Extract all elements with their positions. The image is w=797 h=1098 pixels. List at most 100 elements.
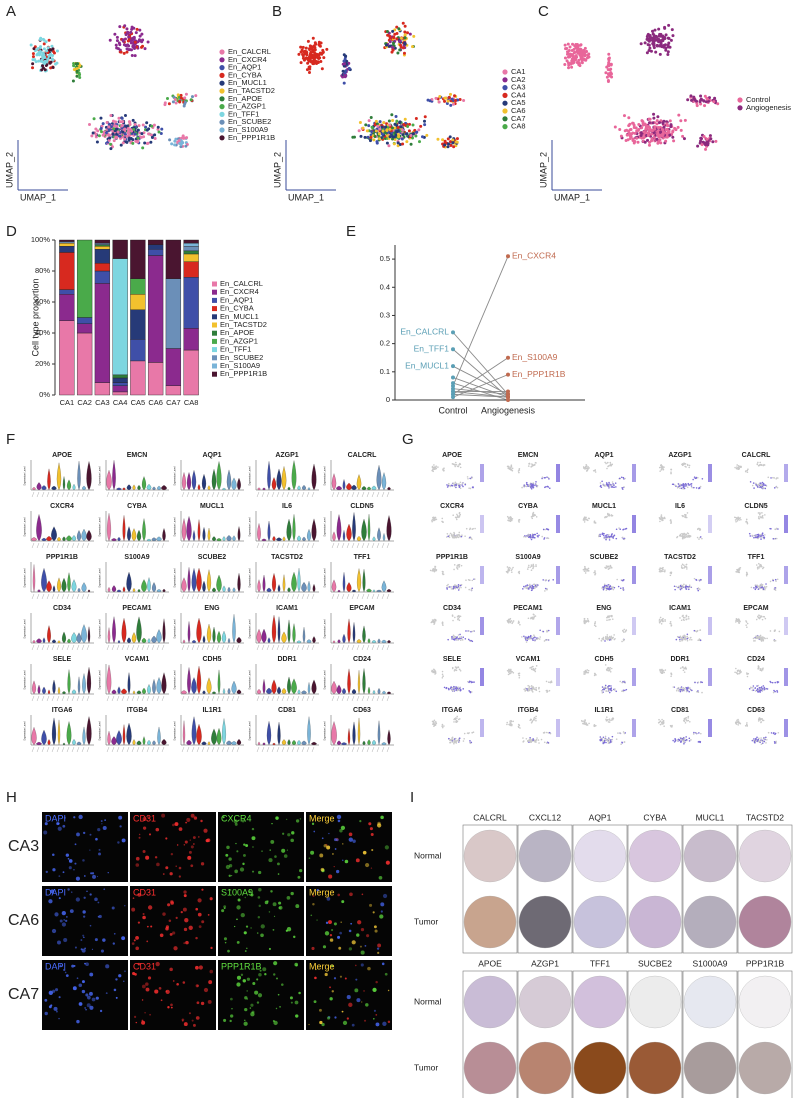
panel-letter: H bbox=[6, 789, 17, 806]
umap-point bbox=[46, 58, 49, 61]
bar-segment bbox=[59, 240, 74, 242]
violin bbox=[372, 740, 376, 745]
feature-point bbox=[526, 588, 528, 590]
violin bbox=[162, 528, 165, 541]
feature-point bbox=[664, 571, 666, 573]
violin bbox=[196, 618, 201, 643]
tick-text bbox=[282, 645, 284, 650]
feature-point bbox=[527, 484, 529, 486]
feature-point bbox=[457, 586, 459, 588]
feature-point bbox=[763, 639, 765, 641]
umap-point bbox=[567, 66, 570, 69]
feature-point bbox=[453, 532, 455, 534]
tick-text bbox=[257, 645, 259, 650]
feature-point bbox=[542, 476, 544, 478]
umap-point bbox=[319, 60, 322, 63]
bar-segment bbox=[77, 240, 92, 318]
tick-text bbox=[122, 594, 124, 599]
bar-segment bbox=[184, 277, 199, 328]
feature-point bbox=[518, 621, 520, 623]
umap-point bbox=[100, 130, 103, 133]
feature-point bbox=[461, 536, 463, 538]
tick-text bbox=[347, 645, 349, 650]
violin bbox=[347, 669, 350, 694]
tick-text bbox=[227, 696, 229, 701]
violin bbox=[291, 679, 296, 694]
umap-point bbox=[45, 49, 48, 52]
umap-point bbox=[661, 122, 664, 125]
tick-text bbox=[342, 747, 344, 752]
violin bbox=[233, 588, 236, 592]
tick-text bbox=[302, 492, 304, 497]
tick-text bbox=[262, 594, 264, 599]
violin bbox=[346, 483, 351, 490]
feature-point bbox=[534, 637, 536, 639]
violin bbox=[343, 572, 345, 592]
feature-point bbox=[595, 471, 597, 473]
umap-point bbox=[100, 127, 103, 130]
tick-text bbox=[297, 594, 299, 599]
x-tick-label: CA4 bbox=[113, 398, 128, 407]
violin bbox=[87, 717, 92, 745]
tick-text bbox=[367, 747, 369, 752]
feature-point bbox=[755, 484, 757, 486]
tick-text bbox=[162, 594, 164, 599]
violin bbox=[387, 487, 390, 490]
feature-point bbox=[535, 586, 537, 588]
tick-text bbox=[152, 696, 154, 701]
violin bbox=[72, 690, 76, 694]
tick-text bbox=[237, 696, 239, 701]
tick-text bbox=[387, 747, 389, 752]
violin bbox=[142, 638, 146, 643]
violin bbox=[183, 640, 185, 643]
umap-point bbox=[398, 121, 401, 124]
feature-point bbox=[519, 519, 521, 521]
violin bbox=[226, 535, 231, 541]
feature-point bbox=[699, 529, 701, 531]
violin bbox=[267, 461, 270, 490]
feature-point bbox=[585, 466, 587, 468]
violin bbox=[222, 586, 225, 592]
violin bbox=[41, 730, 46, 745]
violin bbox=[47, 469, 50, 490]
violin bbox=[237, 690, 241, 694]
violin bbox=[367, 487, 371, 490]
tick-text bbox=[262, 696, 264, 701]
bar-segment bbox=[166, 240, 181, 279]
umap-plot bbox=[563, 24, 719, 151]
feature-point bbox=[470, 488, 472, 490]
feature-point bbox=[745, 471, 747, 473]
feature-point bbox=[761, 584, 763, 586]
feature-point bbox=[623, 529, 625, 531]
tick-text bbox=[132, 594, 134, 599]
feature-point bbox=[534, 464, 536, 466]
panel-letter: D bbox=[6, 223, 17, 240]
feature-point bbox=[544, 477, 546, 479]
feature-point bbox=[777, 578, 779, 580]
feature-point bbox=[442, 571, 444, 573]
tick-text bbox=[122, 747, 124, 752]
umap-point bbox=[118, 25, 121, 28]
umap-point bbox=[362, 127, 365, 130]
umap-point bbox=[390, 51, 393, 54]
violin bbox=[363, 668, 366, 694]
umap-point bbox=[667, 42, 670, 45]
umap-point bbox=[703, 135, 706, 138]
violin bbox=[212, 588, 216, 592]
violin bbox=[208, 741, 210, 745]
tick-text bbox=[107, 594, 109, 599]
feature-point bbox=[682, 567, 684, 569]
violin bbox=[142, 476, 146, 490]
tick-text bbox=[277, 492, 279, 497]
y-axis-label: Expression Level bbox=[249, 721, 252, 740]
feature-point bbox=[775, 478, 777, 480]
feature-point bbox=[755, 586, 757, 588]
violin bbox=[133, 739, 136, 745]
feature-point bbox=[459, 566, 461, 568]
bar-segment bbox=[184, 251, 199, 254]
umap-point bbox=[640, 126, 643, 129]
feature-point bbox=[700, 486, 702, 488]
feature-point bbox=[740, 519, 742, 521]
umap-point bbox=[660, 39, 663, 42]
feature-point bbox=[594, 520, 596, 522]
